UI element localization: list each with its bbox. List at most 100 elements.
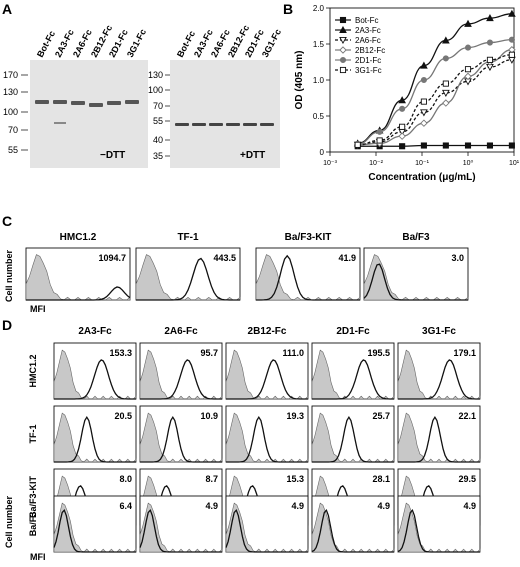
- mfi-value: 4.9: [463, 501, 476, 511]
- data-point: [339, 16, 347, 24]
- stained-histogram: [225, 508, 308, 553]
- mfi-value: 443.5: [213, 253, 236, 263]
- data-point: [420, 142, 427, 149]
- x-tick-label: 10⁻¹: [415, 160, 429, 167]
- data-point: [399, 105, 406, 112]
- mfi-value: 111.0: [282, 348, 304, 358]
- mw-marker: 35: [153, 151, 163, 161]
- data-point: [354, 141, 361, 148]
- mfi-value: 3.0: [451, 253, 464, 263]
- panel-b-chart: OD (405 nm) Concentration (μg/mL) 0 0.5 1.…: [294, 4, 520, 183]
- mw-marker: 55: [153, 116, 163, 126]
- stained-histogram: [54, 415, 136, 463]
- mw-marker: 70: [8, 125, 18, 135]
- control-histogram: [25, 254, 131, 301]
- mfi-value: 25.7: [372, 411, 390, 421]
- gel-band: [175, 123, 189, 126]
- control-histogram: [311, 502, 395, 553]
- stained-histogram: [140, 359, 222, 400]
- mfi-value: 41.9: [338, 253, 356, 263]
- mw-marker: 130: [3, 87, 18, 97]
- gel-minor-band: [54, 122, 66, 124]
- panel-c-header: Ba/F3: [402, 232, 430, 243]
- data-point: [398, 132, 406, 140]
- panel-d-column-header: 2B12-Fc: [248, 326, 287, 337]
- flow-histogram: 95.7: [139, 342, 223, 400]
- panel-c-header: Ba/F3-KIT: [285, 232, 332, 243]
- stained-histogram: [226, 359, 308, 400]
- data-point: [464, 142, 472, 149]
- mfi-value: 28.1: [372, 474, 390, 484]
- mw-marker: 70: [153, 101, 163, 111]
- flow-histogram: 179.1: [397, 342, 481, 400]
- data-point: [441, 36, 450, 44]
- stained-histogram: [311, 508, 394, 553]
- data-point: [508, 142, 515, 149]
- flow-histogram: 20.5: [53, 405, 137, 463]
- control-histogram: [139, 349, 223, 400]
- flow-histogram: 4.9: [139, 495, 223, 553]
- legend-entry: 3G1-Fc: [335, 66, 382, 75]
- data-point: [464, 44, 472, 51]
- control-histogram: [135, 254, 241, 301]
- control-histogram: [225, 349, 309, 400]
- data-point: [376, 137, 383, 144]
- data-point: [508, 9, 516, 17]
- data-point: [486, 14, 494, 22]
- data-point: [420, 76, 427, 84]
- panel-d-column-header: 3G1-Fc: [422, 326, 456, 337]
- data-point: [508, 36, 515, 43]
- mw-marker: 100: [3, 107, 18, 117]
- control-histogram: [139, 412, 223, 463]
- control-histogram: [225, 412, 309, 463]
- data-point: [464, 72, 472, 81]
- stained-histogram: [136, 257, 240, 301]
- data-point: [508, 51, 515, 58]
- stained-histogram: [226, 415, 308, 463]
- panel-d-row-label: TF-1: [28, 425, 38, 444]
- control-histogram: [311, 349, 395, 400]
- gel-band: [71, 101, 85, 105]
- gel-band: [53, 100, 67, 104]
- panel-d-column-header: 2D1-Fc: [336, 326, 370, 337]
- stained-histogram: [256, 254, 360, 301]
- gel-band: [226, 123, 240, 126]
- series-2d1-fc: [354, 36, 515, 148]
- control-histogram: [139, 502, 223, 553]
- flow-histogram: 3.0: [363, 247, 469, 301]
- data-point: [464, 19, 472, 27]
- gel-band: [192, 123, 206, 126]
- mfi-value: 29.5: [458, 474, 476, 484]
- gel-band: [35, 100, 49, 104]
- mfi-value: 19.3: [286, 411, 304, 421]
- mw-marker: 130: [148, 70, 163, 80]
- panel-c-header: TF-1: [177, 232, 199, 243]
- flow-histogram: 195.5: [311, 342, 395, 400]
- legend-entry: 2A3-Fc: [335, 25, 381, 35]
- stained-histogram: [140, 415, 222, 463]
- flow-histogram: 111.0: [225, 342, 309, 400]
- control-histogram: [397, 502, 481, 553]
- mfi-value: 22.1: [458, 411, 476, 421]
- stained-histogram: [398, 415, 480, 463]
- data-point: [376, 128, 383, 135]
- data-point: [420, 98, 427, 105]
- gel-reduced: [170, 60, 280, 168]
- panel-c-ylabel: Cell number: [4, 250, 14, 303]
- gel-band: [125, 100, 139, 104]
- data-point: [339, 56, 347, 64]
- flow-histogram: 10.9: [139, 405, 223, 463]
- panel-c-xlabel: MFI: [30, 304, 46, 314]
- flow-histogram: 443.5: [135, 247, 241, 301]
- panel-label-b: B: [283, 1, 293, 17]
- control-histogram: [53, 349, 137, 400]
- data-point: [441, 89, 450, 98]
- flow-histogram: 19.3: [225, 405, 309, 463]
- y-tick-label: 2.0: [313, 4, 325, 13]
- mfi-value: 15.3: [286, 474, 304, 484]
- control-histogram: [397, 349, 481, 400]
- y-tick-label: 1.0: [313, 76, 325, 85]
- flow-histogram: 22.1: [397, 405, 481, 463]
- control-histogram: [53, 412, 137, 463]
